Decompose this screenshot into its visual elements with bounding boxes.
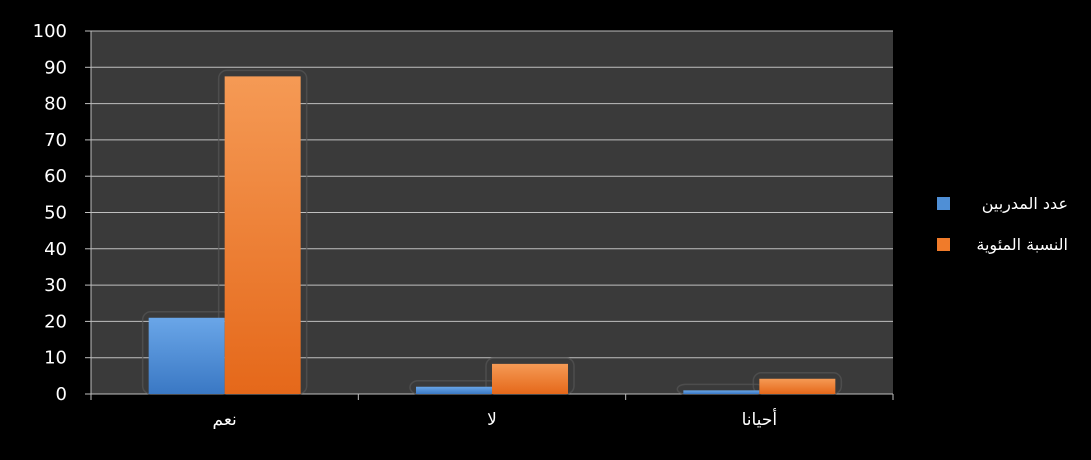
y-tick-label: 10: [44, 348, 67, 369]
y-tick-label: 40: [44, 239, 67, 260]
bar-percentage-0: [224, 76, 301, 394]
y-tick-label: 60: [44, 166, 67, 187]
legend-label: النسبة المئوية: [976, 235, 1068, 255]
x-category-label: لا: [487, 410, 497, 430]
y-tick-label: 100: [33, 21, 67, 42]
y-tick-label: 90: [44, 57, 67, 78]
y-tick-label: 70: [44, 130, 67, 151]
bar-trainers-count-0: [148, 317, 225, 394]
legend-swatch: [937, 238, 950, 251]
y-tick-label: 30: [44, 275, 67, 296]
y-tick-label: 50: [44, 203, 67, 224]
x-category-label: أحيانا: [742, 408, 777, 430]
bar-trainers-count-2: [683, 390, 760, 394]
bar-percentage-1: [492, 363, 568, 394]
x-category-label: نعم: [213, 410, 237, 430]
y-tick-label: 80: [44, 94, 67, 115]
y-tick-label: 20: [44, 311, 67, 332]
y-tick-label: 0: [56, 384, 67, 405]
bar-trainers-count-1: [416, 386, 492, 394]
bar-percentage-2: [759, 378, 836, 394]
legend-swatch: [937, 197, 950, 210]
legend-label: عدد المدربين: [982, 194, 1068, 214]
